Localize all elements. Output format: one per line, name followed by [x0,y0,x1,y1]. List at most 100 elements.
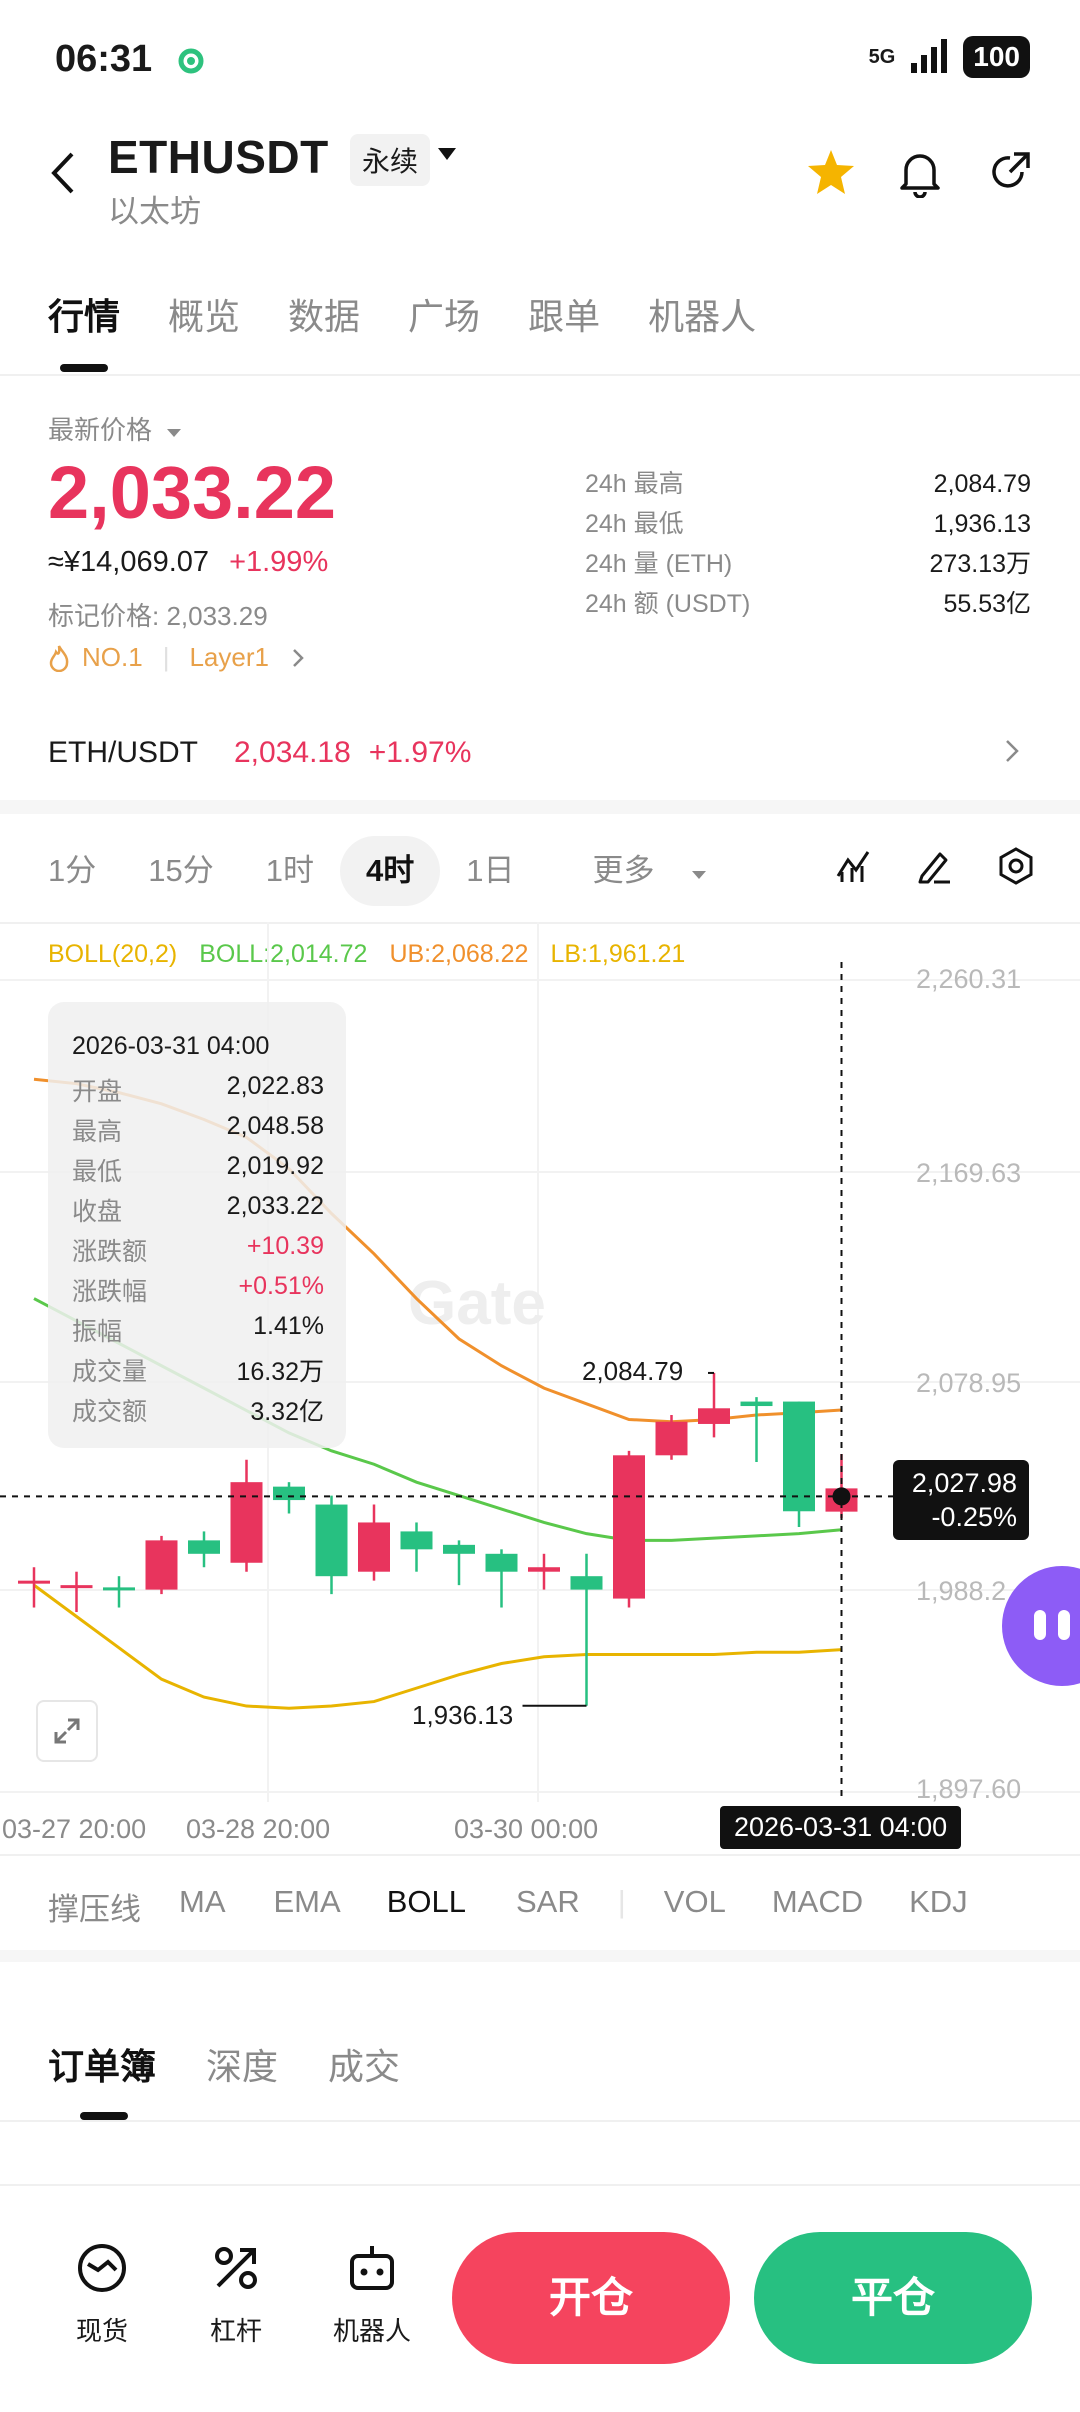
nav-spot-label: 现货 [75,2316,128,2346]
spot-price: 2,034.18 [234,736,351,769]
indicator-ema[interactable]: EMA [273,1884,341,1919]
change-percent: +1.99% [229,546,329,578]
candle-body [485,1553,518,1572]
caret-down-icon [692,871,707,879]
tab-market[interactable]: 行情 [48,296,121,337]
tooltip-row: 收盘 2,033.22 [72,1192,324,1228]
rank-row[interactable]: NO.1 | Layer1 [48,642,305,673]
star-icon[interactable] [806,148,856,201]
share-icon[interactable] [986,148,1034,201]
draw-icon[interactable] [914,846,954,891]
tooltip-date: 2026-03-31 04:00 [72,1032,270,1060]
stat-high: 24h 最高 2,084.79 [585,464,1031,504]
interval-1m[interactable]: 1分 [48,853,97,888]
x-tick: 03-27 20:00 [2,1814,147,1844]
tab-underline [80,2112,128,2120]
tab-trades[interactable]: 成交 [328,2046,401,2087]
indicator-boll[interactable]: BOLL [386,1884,466,1919]
nav-leverage[interactable]: 杠杆 [186,2240,286,2348]
section-gap [0,1950,1080,1962]
tooltip-date-row: 2026-03-31 04:00 [72,1032,324,1061]
nav-leverage-label: 杠杆 [209,2316,262,2346]
tooltip-row: 成交量 16.32万 [72,1352,324,1388]
tab-depth[interactable]: 深度 [206,2046,279,2087]
tooltip-key: 涨跌额 [72,1238,148,1266]
spot-pair: ETH/USDT [48,736,198,769]
indicator-vol[interactable]: VOL [663,1884,726,1919]
back-icon[interactable] [48,150,78,201]
chevron-down-icon[interactable] [436,146,458,167]
tab-square[interactable]: 广场 [408,296,481,337]
stat-label: 24h 额 (USDT) [585,590,751,618]
candle-body [528,1567,560,1572]
tooltip-value: 2,019.92 [226,1152,324,1180]
pair-title[interactable]: ETHUSDT [108,131,329,183]
indicator-macd[interactable]: MACD [771,1884,864,1919]
contract-type-badge[interactable]: 永续 [350,134,431,186]
tooltip-row: 成交额 3.32亿 [72,1392,324,1428]
divider [0,2120,1080,2122]
indicator-ma[interactable]: MA [179,1884,226,1919]
interval-more[interactable]: 更多 [540,836,734,906]
tooltip-value: 2,033.22 [226,1192,324,1220]
current-price: 2,027.98 [911,1468,1017,1498]
leverage-icon [215,2247,257,2289]
boll-mid: BOLL:2,014.72 [199,940,368,968]
tooltip-row: 涨跌额 +10.39 [72,1232,324,1268]
stat-label: 24h 最低 [585,510,684,538]
tooltip-row: 最低 2,019.92 [72,1152,324,1188]
nav-robot[interactable]: 机器人 [322,2240,422,2348]
x-tick: 03-28 20:00 [186,1814,331,1844]
latest-price-label[interactable]: 最新价格 [48,410,183,447]
tooltip-row: 最高 2,048.58 [72,1112,324,1148]
tooltip-row: 振幅 1.41% [72,1312,324,1348]
tooltip-value: +10.39 [246,1232,324,1260]
tab-overview[interactable]: 概览 [168,296,241,337]
last-price: 2,033.22 [48,451,337,534]
caret-down-icon [167,429,182,437]
y-tick: 2,260.31 [916,964,1022,994]
stat-value: 55.53亿 [943,590,1031,618]
spot-change: +1.97% [368,736,472,769]
interval-1h[interactable]: 1时 [265,853,314,888]
close-position-button[interactable]: 平仓 [754,2232,1032,2364]
divider [0,922,1080,924]
divider [0,1854,1080,1856]
interval-4h[interactable]: 4时 [339,836,441,906]
indicator-kdj[interactable]: KDJ [909,1884,968,1919]
stat-value: 1,936.13 [933,510,1031,538]
cny-price-row: ≈¥14,069.07 +1.99% [48,546,328,579]
boll-lower-line [33,1583,842,1710]
bell-icon[interactable] [896,148,944,203]
settings-icon[interactable] [996,846,1036,891]
signal-icon [911,39,948,73]
interval-15m[interactable]: 15分 [148,853,214,888]
current-change: -0.25% [931,1502,1017,1532]
interval-1d[interactable]: 1日 [466,853,515,888]
indicator-icon[interactable] [834,846,874,891]
tab-underline [60,364,108,372]
tab-bot[interactable]: 机器人 [648,296,757,337]
chevron-right-icon[interactable] [1004,738,1020,769]
section-gap [0,800,1080,814]
spot-icon [78,2244,126,2292]
tab-copy-trade[interactable]: 跟单 [528,296,601,337]
mark-price: 标记价格: 2,033.29 [48,601,268,631]
tab-orderbook[interactable]: 订单簿 [48,2046,157,2087]
stat-value: 273.13万 [929,550,1031,578]
y-tick: 1,897.60 [916,1774,1022,1804]
boll-name: BOLL(20,2) [48,940,178,968]
crosshair-dot [832,1487,851,1506]
indicator-sar[interactable]: SAR [515,1884,580,1919]
tooltip-row: 涨跌幅 +0.51% [72,1272,324,1308]
expand-icon[interactable] [36,1700,98,1762]
candle-body [103,1587,135,1591]
tab-data[interactable]: 数据 [288,296,361,337]
tooltip-key: 开盘 [72,1078,123,1106]
open-position-button[interactable]: 开仓 [452,2232,730,2364]
spot-row[interactable]: ETH/USDT 2,034.18 +1.97% [48,736,471,770]
x-tick: 03-30 00:00 [454,1814,599,1844]
indicator-support[interactable]: 撑压线 [48,1892,141,1927]
candle-body [740,1401,773,1407]
nav-spot[interactable]: 现货 [52,2240,152,2348]
